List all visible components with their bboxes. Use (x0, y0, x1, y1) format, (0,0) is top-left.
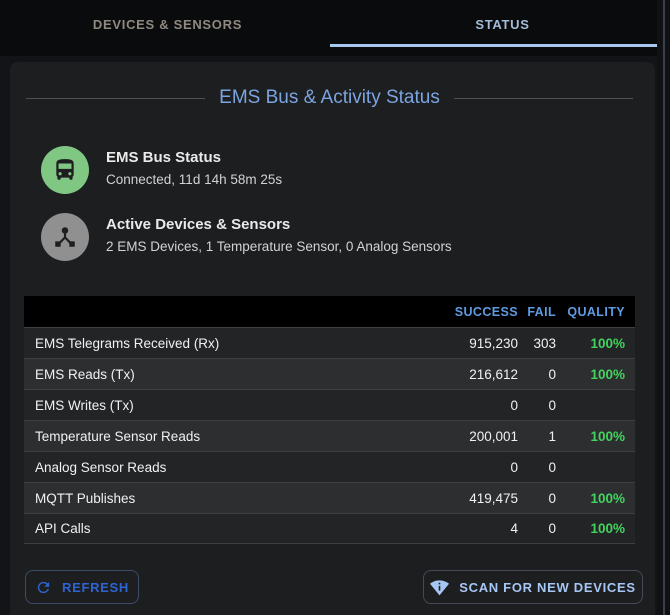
row-fail: 0 (548, 521, 556, 536)
scan-button-label: SCAN FOR NEW DEVICES (459, 579, 636, 595)
tab-bar: DEVICES & SENSORS STATUS (0, 0, 670, 56)
row-quality: 100% (590, 335, 625, 351)
row-success: 419,475 (469, 490, 518, 506)
col-quality: QUALITY (567, 304, 625, 319)
ems-bus-status-item: EMS Bus Status Connected, 11d 14h 58m 25… (41, 146, 282, 194)
col-success: SUCCESS (454, 304, 518, 319)
row-success: 915,230 (469, 335, 518, 351)
row-fail: 0 (548, 366, 556, 382)
row-fail: 1 (548, 428, 556, 444)
row-label: API Calls (35, 521, 91, 536)
bus-icon (41, 146, 89, 194)
table-row-api-calls: API Calls 4 0 100% (24, 513, 635, 544)
refresh-button-label: REFRESH (61, 579, 130, 595)
scan-for-new-devices-button[interactable]: SCAN FOR NEW DEVICES (423, 570, 643, 604)
table-row-ems-telegrams-rx: EMS Telegrams Received (Rx) 915,230 303 … (24, 327, 635, 358)
ems-bus-status-text: EMS Bus Status Connected, 11d 14h 58m 25… (106, 146, 282, 194)
table-row-mqtt-publishes: MQTT Publishes 419,475 0 100% (24, 482, 635, 513)
table-row-analog-sensor-reads: Analog Sensor Reads 0 0 (24, 451, 635, 482)
row-quality: 100% (590, 428, 625, 444)
table-row-ems-writes-tx: EMS Writes (Tx) 0 0 (24, 389, 635, 420)
active-devices-text: Active Devices & Sensors 2 EMS Devices, … (106, 213, 452, 261)
active-tab-indicator (330, 44, 663, 47)
page-title: EMS Bus & Activity Status (219, 87, 440, 108)
ems-bus-status-title: EMS Bus Status (106, 149, 222, 166)
row-success: 0 (510, 397, 518, 413)
refresh-button[interactable]: REFRESH (25, 570, 139, 604)
row-fail: 0 (548, 490, 556, 506)
row-success: 216,612 (469, 366, 518, 382)
row-fail: 0 (548, 397, 556, 413)
row-label: Analog Sensor Reads (35, 459, 167, 475)
card-title-row: EMS Bus & Activity Status (26, 86, 634, 110)
row-label: MQTT Publishes (35, 490, 136, 506)
table-row-ems-reads-tx: EMS Reads (Tx) 216,612 0 100% (24, 358, 635, 389)
row-success: 4 (510, 521, 518, 536)
scrollbar-thumb[interactable] (663, 0, 665, 615)
row-quality: 100% (590, 490, 625, 506)
activity-stats-table: SUCCESS FAIL QUALITY EMS Telegrams Recei… (24, 296, 635, 544)
active-devices-item: Active Devices & Sensors 2 EMS Devices, … (41, 213, 452, 261)
title-rule-left (26, 97, 206, 99)
table-header-row: SUCCESS FAIL QUALITY (24, 296, 635, 327)
status-card: EMS Bus & Activity Status EMS Bus Status… (10, 62, 655, 615)
device-hub-icon (41, 213, 89, 261)
tab-status[interactable]: STATUS (335, 0, 670, 48)
tab-devices-and-sensors[interactable]: DEVICES & SENSORS (0, 0, 335, 48)
tab-label: DEVICES & SENSORS (92, 16, 243, 32)
row-success: 200,001 (469, 428, 518, 444)
active-devices-title: Active Devices & Sensors (106, 216, 291, 233)
row-label: EMS Writes (Tx) (35, 397, 134, 413)
active-devices-subtitle: 2 EMS Devices, 1 Temperature Sensor, 0 A… (106, 239, 452, 254)
row-success: 0 (510, 459, 518, 475)
row-label: EMS Reads (Tx) (35, 366, 135, 382)
row-quality: 100% (590, 521, 625, 536)
title-rule-right (453, 97, 634, 99)
table-row-temperature-sensor-reads: Temperature Sensor Reads 200,001 1 100% (24, 420, 635, 451)
row-label: EMS Telegrams Received (Rx) (35, 335, 220, 351)
ems-bus-status-subtitle: Connected, 11d 14h 58m 25s (106, 172, 283, 187)
row-label: Temperature Sensor Reads (35, 428, 201, 444)
row-quality: 100% (590, 366, 625, 382)
row-fail: 0 (548, 459, 556, 475)
col-fail: FAIL (527, 304, 556, 319)
wifi-scan-icon (430, 578, 450, 597)
refresh-icon (35, 579, 52, 596)
tab-label: STATUS (475, 16, 530, 32)
row-fail: 303 (533, 335, 556, 351)
